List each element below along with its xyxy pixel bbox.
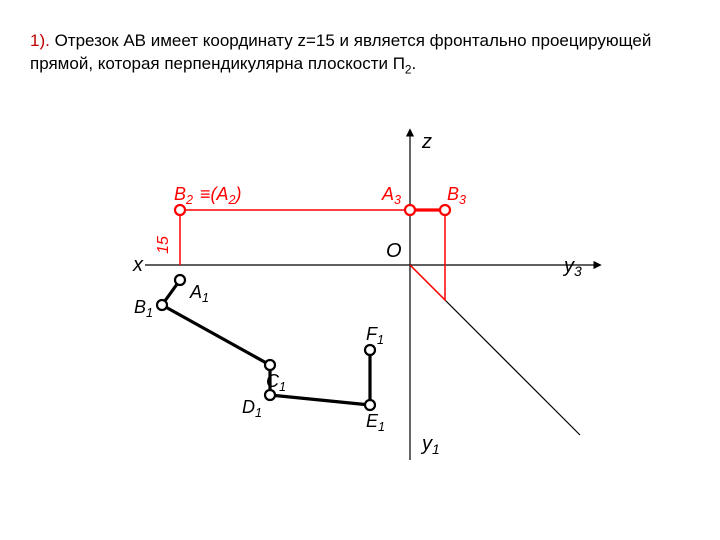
svg-text:A1: A1	[189, 282, 209, 305]
svg-text:x: x	[132, 254, 144, 276]
svg-text:A3: A3	[381, 184, 401, 207]
svg-text:D1: D1	[242, 397, 262, 420]
svg-text:O: O	[386, 240, 402, 262]
svg-text:E1: E1	[366, 411, 385, 434]
svg-text:y1: y1	[420, 433, 440, 457]
caption-text-2: .	[412, 54, 417, 73]
diagram-container: z x y3 y1 O B2 ≡(A2) A3 B3 A1 B1 C1D1 E1 F1 15	[100, 120, 620, 505]
svg-text:B2: B2	[174, 184, 193, 207]
svg-text:15: 15	[155, 236, 172, 254]
svg-text:y3: y3	[562, 255, 582, 279]
svg-text:≡(A2): ≡(A2)	[200, 184, 242, 207]
projection-diagram: z x y3 y1 O B2 ≡(A2) A3 B3 A1 B1 C1D1 E1 F1 15	[100, 120, 620, 500]
problem-caption: 1). Отрезок АВ имеет координату z=15 и я…	[30, 30, 690, 77]
svg-text:z: z	[421, 131, 432, 153]
svg-text:B1: B1	[134, 297, 153, 320]
svg-text:C1: C1	[266, 371, 286, 394]
svg-text:F1: F1	[366, 324, 384, 347]
caption-lead: 1).	[30, 31, 50, 50]
caption-text-1: Отрезок АВ имеет координату z=15 и являе…	[30, 31, 651, 73]
caption-sub: 2	[405, 62, 412, 76]
svg-text:B3: B3	[447, 184, 466, 207]
